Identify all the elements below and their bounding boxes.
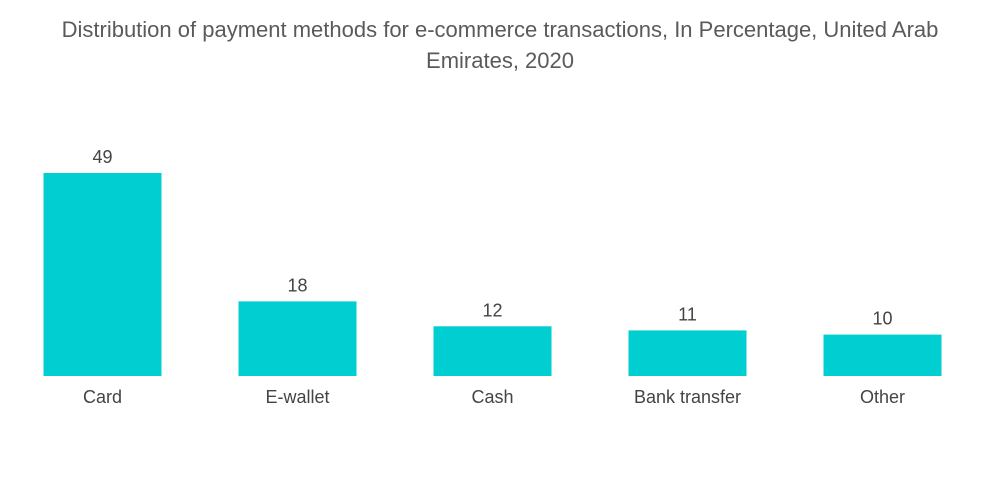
category-labels-layer: Card E-wallet Cash Bank transfer Other	[83, 387, 905, 407]
category-label-cash: Cash	[471, 387, 513, 407]
chart-title: Distribution of payment methods for e-co…	[0, 14, 1000, 76]
category-label-other: Other	[860, 387, 905, 407]
chart-title-line-1: Distribution of payment methods for e-co…	[61, 17, 939, 42]
value-label-e-wallet: 18	[287, 275, 307, 295]
bar-cash	[433, 326, 552, 376]
value-labels-layer: 49 18 12 11 10	[92, 147, 892, 329]
chart-title-line-2: Emirates, 2020	[426, 48, 574, 73]
bar-other	[823, 334, 942, 376]
value-label-card: 49	[92, 147, 112, 167]
value-label-bank-transfer: 11	[678, 304, 697, 324]
bar-bank-transfer	[628, 330, 747, 376]
value-label-other: 10	[872, 309, 892, 329]
category-label-e-wallet: E-wallet	[265, 387, 329, 407]
bars-layer	[43, 173, 942, 376]
bar-card	[43, 173, 162, 376]
category-label-card: Card	[83, 387, 122, 407]
value-label-cash: 12	[482, 300, 502, 320]
bar-e-wallet	[238, 301, 357, 376]
category-label-bank-transfer: Bank transfer	[634, 387, 741, 407]
